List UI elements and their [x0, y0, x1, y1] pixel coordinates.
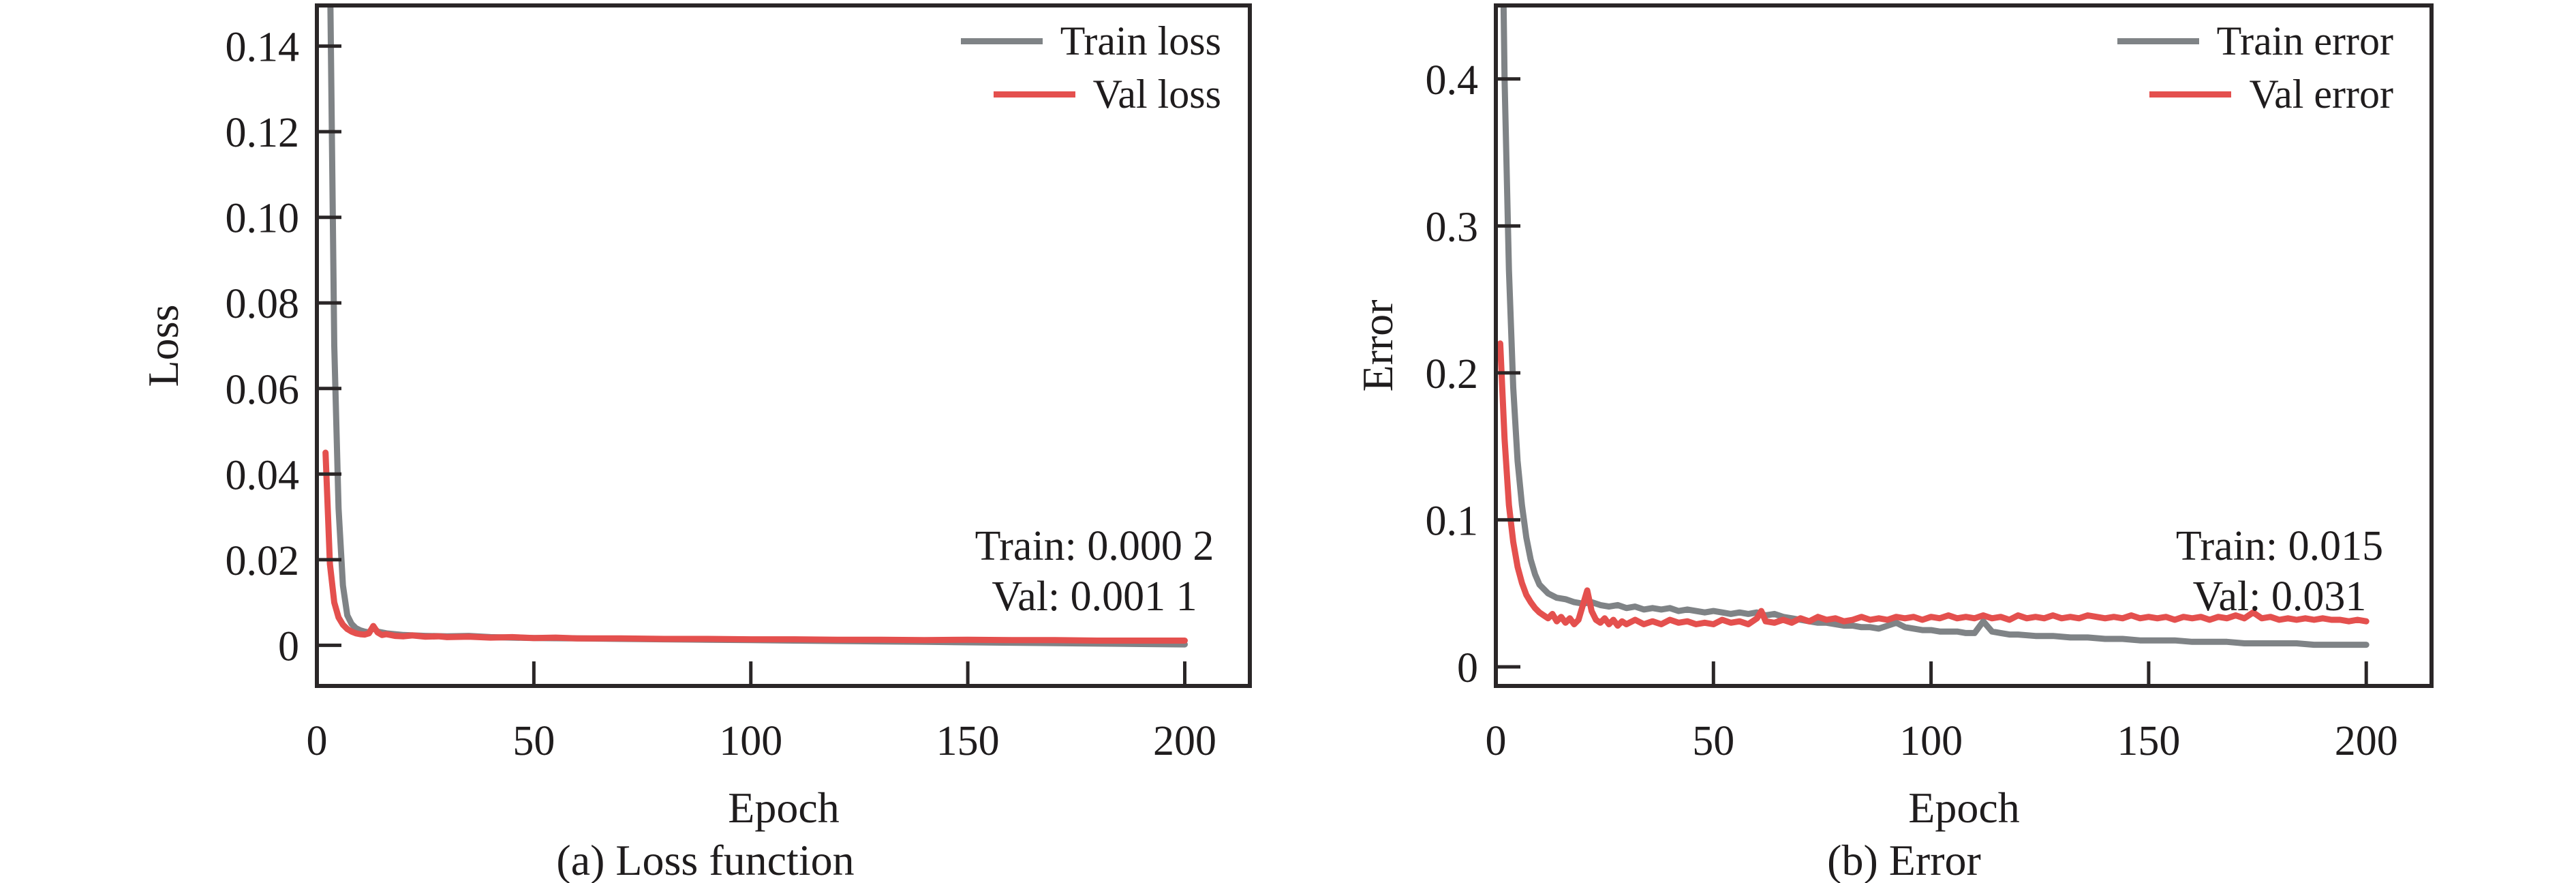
loss-y-tick-label: 0.02 — [226, 538, 300, 584]
loss-caption: (a) Loss function — [556, 836, 855, 883]
loss-plot-frame — [315, 3, 1252, 688]
loss-y-tick-label: 0.04 — [226, 452, 300, 498]
loss-final-val-value: Val: 0.001 1 — [992, 573, 1197, 620]
loss-x-tick-label: 100 — [719, 718, 782, 764]
train-loss-swatch — [960, 38, 1043, 44]
val-error-legend-label: Val error — [2249, 72, 2393, 117]
error-y-axis-title: Error — [1353, 299, 1402, 392]
loss-legend: Train loss Val loss — [960, 18, 1221, 115]
val-loss-legend-label: Val loss — [1092, 72, 1221, 117]
error-final-values-annotation: Train: 0.015 Val: 0.031 — [2176, 521, 2383, 622]
error-y-tick-label: 0 — [1457, 645, 1478, 691]
error-legend-train-row: Train error — [2117, 20, 2393, 61]
val-error-line — [1497, 340, 2370, 629]
error-x-tick-label: 150 — [2117, 718, 2180, 764]
loss-y-tick-label: 0.06 — [226, 367, 300, 413]
train-loss-legend-label: Train loss — [1060, 18, 1221, 63]
train-error-swatch — [2117, 38, 2199, 44]
error-x-tick-label: 0 — [1486, 718, 1507, 764]
loss-legend-val-row: Val loss — [961, 74, 1221, 115]
train-error-legend-label: Train error — [2216, 18, 2393, 63]
loss-x-tick-label: 200 — [1153, 718, 1216, 764]
loss-x-axis-title: Epoch — [728, 783, 840, 832]
error-x-tick-label: 100 — [1899, 718, 1963, 764]
error-y-tick-label: 0.3 — [1426, 204, 1479, 250]
error-y-tick-label: 0.4 — [1426, 57, 1479, 104]
loss-y-axis-title: Loss — [139, 304, 187, 387]
error-legend: Train error Val error — [2117, 20, 2393, 115]
loss-y-tick-label: 0 — [278, 623, 299, 670]
loss-series-group — [322, 5, 1188, 648]
loss-x-tick-label: 0 — [307, 718, 328, 764]
error-series-group — [1497, 5, 2370, 648]
loss-y-tick-label: 0.08 — [226, 281, 300, 327]
val-loss-swatch — [993, 91, 1075, 98]
error-final-train-value: Train: 0.015 — [2175, 523, 2384, 569]
loss-final-train-value: Train: 0.000 2 — [975, 523, 1214, 569]
loss-final-values-annotation: Train: 0.000 2 Val: 0.001 1 — [975, 521, 1214, 622]
error-y-tick-label: 0.2 — [1426, 351, 1479, 398]
loss-x-tick-label: 50 — [512, 718, 555, 764]
loss-x-tick-label: 150 — [936, 718, 1000, 764]
error-caption: (b) Error — [1827, 836, 1981, 883]
error-final-val-value: Val: 0.031 — [2192, 573, 2367, 620]
error-x-tick-label: 200 — [2335, 718, 2398, 764]
loss-y-tick-label: 0.14 — [226, 25, 300, 71]
loss-legend-train-row: Train loss — [960, 18, 1221, 63]
val-error-swatch — [2149, 91, 2232, 98]
error-x-axis-title: Epoch — [1908, 783, 2020, 832]
loss-y-tick-label: 0.10 — [226, 196, 300, 242]
error-legend-val-row: Val error — [2117, 74, 2393, 115]
val-loss-line — [322, 449, 1188, 644]
loss-y-tick-label: 0.12 — [226, 110, 300, 156]
error-plot-frame — [1494, 3, 2434, 688]
error-x-tick-label: 50 — [1692, 718, 1734, 764]
error-y-tick-label: 0.1 — [1426, 498, 1479, 544]
